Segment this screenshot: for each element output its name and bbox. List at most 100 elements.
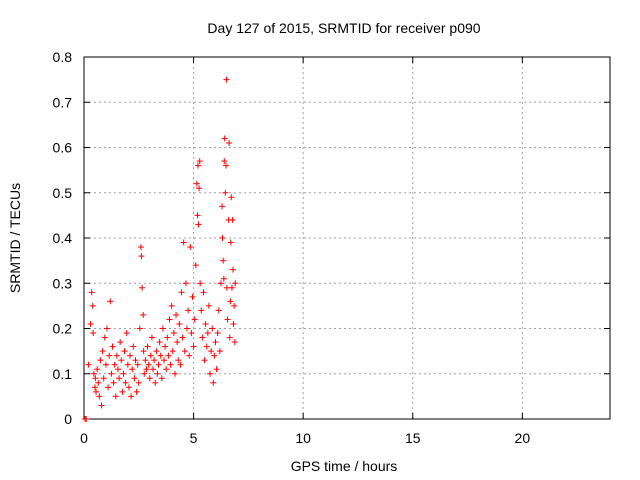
data-point (144, 343, 151, 350)
data-point (220, 257, 227, 264)
data-point (158, 375, 165, 382)
data-point (217, 280, 224, 287)
chart-title: Day 127 of 2015, SRMTID for receiver p09… (207, 20, 480, 36)
data-point (166, 316, 173, 323)
data-point (132, 357, 139, 364)
x-tick-label: 10 (295, 430, 311, 446)
data-point (189, 293, 196, 300)
data-point (220, 275, 227, 282)
data-point (190, 343, 197, 350)
data-point (215, 307, 222, 314)
data-point (229, 216, 236, 223)
y-tick-label: 0 (64, 411, 72, 427)
data-point (143, 366, 150, 373)
data-point (226, 334, 233, 341)
y-tick-label: 0.4 (53, 230, 73, 246)
data-point (138, 253, 145, 260)
data-point (109, 343, 116, 350)
data-point (110, 379, 117, 386)
data-point (156, 339, 163, 346)
data-point (197, 280, 204, 287)
data-point (193, 180, 200, 187)
data-point (184, 325, 191, 332)
data-point (210, 379, 217, 386)
data-point (231, 339, 238, 346)
data-point (219, 235, 226, 241)
data-point (97, 357, 104, 364)
data-point (201, 357, 208, 364)
data-point (100, 375, 107, 382)
data-point (141, 370, 148, 377)
y-tick-label: 0.2 (53, 321, 73, 337)
data-point (170, 330, 177, 337)
data-point (226, 139, 233, 146)
data-point (122, 379, 129, 386)
data-point (192, 262, 199, 269)
data-point (102, 361, 109, 368)
data-point (107, 298, 114, 305)
data-point (139, 284, 146, 291)
data-point (171, 370, 178, 377)
data-point (228, 284, 235, 291)
data-point (188, 330, 195, 337)
data-point (117, 339, 124, 346)
data-point (213, 366, 220, 373)
data-point (128, 393, 135, 400)
x-tick-label: 5 (190, 430, 198, 446)
data-point (83, 416, 90, 422)
data-point (223, 284, 230, 291)
x-tick-label: 15 (405, 430, 421, 446)
data-point (173, 311, 180, 318)
data-point (163, 366, 170, 373)
data-point (85, 361, 92, 368)
data-point (159, 325, 166, 332)
data-point (180, 239, 187, 246)
data-point (151, 357, 158, 364)
data-point (124, 361, 131, 368)
data-point (140, 311, 147, 318)
y-tick-label: 0.6 (53, 140, 73, 156)
data-point (157, 352, 164, 359)
data-point (165, 352, 172, 359)
y-axis-label: SRMTID / TECUs (7, 183, 23, 293)
data-point (152, 379, 159, 386)
data-point (119, 388, 126, 395)
data-point (95, 379, 102, 386)
data-point (230, 266, 237, 273)
data-point (167, 361, 174, 368)
data-point (174, 339, 181, 346)
data-point (140, 348, 147, 355)
data-point (147, 352, 154, 359)
data-point (205, 302, 212, 309)
data-point (228, 194, 235, 201)
data-point (112, 393, 119, 400)
y-tick-label: 0.8 (53, 49, 73, 65)
data-point (200, 289, 207, 296)
data-point (211, 352, 218, 359)
data-point (207, 370, 214, 377)
data-point (154, 370, 161, 377)
data-point (232, 280, 239, 287)
data-point (182, 280, 189, 287)
data-point (202, 320, 209, 327)
y-tick-label: 0.5 (53, 185, 73, 201)
data-point (130, 343, 137, 350)
data-point (227, 239, 234, 246)
data-point (111, 361, 118, 368)
data-point (185, 307, 192, 314)
data-point (93, 388, 100, 395)
data-point (94, 366, 101, 373)
data-point (89, 302, 96, 309)
data-point (104, 325, 111, 332)
data-point (120, 370, 127, 377)
data-point (114, 366, 121, 373)
data-point (113, 352, 120, 359)
x-tick-label: 20 (515, 430, 531, 446)
data-point (90, 330, 97, 337)
data-point (91, 384, 98, 391)
data-point (196, 185, 203, 192)
data-point (204, 330, 211, 337)
data-point (145, 361, 152, 368)
data-point (131, 375, 138, 382)
data-point (214, 330, 221, 337)
